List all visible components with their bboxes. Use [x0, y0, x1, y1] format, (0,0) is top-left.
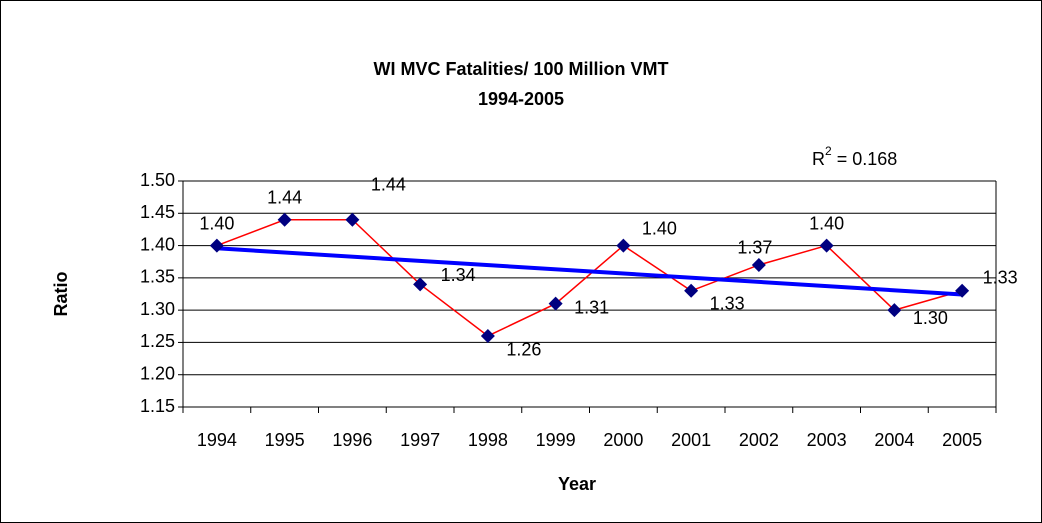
data-label: 1.44: [371, 174, 406, 194]
y-tick-label: 1.35: [140, 267, 175, 287]
data-label: 1.33: [710, 294, 745, 314]
y-tick-label: 1.20: [140, 363, 175, 383]
x-tick-label: 2005: [942, 430, 982, 450]
marker: [684, 283, 699, 298]
y-tick-label: 1.45: [140, 202, 175, 222]
x-tick-label: 2003: [807, 430, 847, 450]
x-tick-label: 1999: [536, 430, 576, 450]
trendline: [216, 246, 963, 297]
data-label: 1.26: [506, 340, 541, 360]
chart-subtitle: 1994-2005: [478, 89, 564, 109]
x-tick-label: 1994: [197, 430, 237, 450]
marker: [955, 283, 970, 298]
data-label: 1.37: [737, 238, 772, 258]
y-tick-label: 1.50: [140, 170, 175, 190]
x-tick-label: 2004: [874, 430, 914, 450]
chart-title: WI MVC Fatalities/ 100 Million VMT: [373, 59, 668, 79]
annotation-superscript: 2: [825, 144, 832, 158]
annotation: R2 = 0.168: [812, 144, 897, 169]
x-tick-label: 1996: [332, 430, 372, 450]
data-label: 1.34: [441, 265, 476, 285]
marker: [277, 212, 292, 227]
x-tick-label: 2002: [739, 430, 779, 450]
annotation-base: R: [812, 149, 825, 169]
series-line: [216, 218, 963, 337]
marker: [413, 277, 428, 292]
marker: [209, 238, 224, 253]
x-tick-label: 1997: [400, 430, 440, 450]
y-tick-label: 1.15: [140, 396, 175, 416]
marker: [616, 238, 631, 253]
data-label: 1.40: [642, 218, 677, 238]
data-label: 1.40: [199, 213, 234, 233]
marker: [819, 238, 834, 253]
y-tick-label: 1.25: [140, 331, 175, 351]
data-label: 1.33: [983, 268, 1018, 288]
y-tick-label: 1.40: [140, 234, 175, 254]
y-tick-label: 1.30: [140, 299, 175, 319]
annotation-text: = 0.168: [832, 149, 898, 169]
data-label: 1.40: [809, 213, 844, 233]
x-tick-label: 2000: [603, 430, 643, 450]
x-tick-label: 1995: [265, 430, 305, 450]
data-label: 1.30: [913, 308, 948, 328]
marker: [480, 328, 495, 343]
y-axis-label: Ratio: [51, 271, 71, 316]
marker: [751, 257, 766, 272]
data-label: 1.44: [267, 187, 302, 207]
x-tick-label: 1998: [468, 430, 508, 450]
data-label: 1.31: [574, 297, 609, 317]
x-tick-label: 2001: [671, 430, 711, 450]
marker: [887, 303, 902, 318]
marker: [345, 212, 360, 227]
marker: [548, 296, 563, 311]
x-axis-label: Year: [558, 474, 596, 494]
